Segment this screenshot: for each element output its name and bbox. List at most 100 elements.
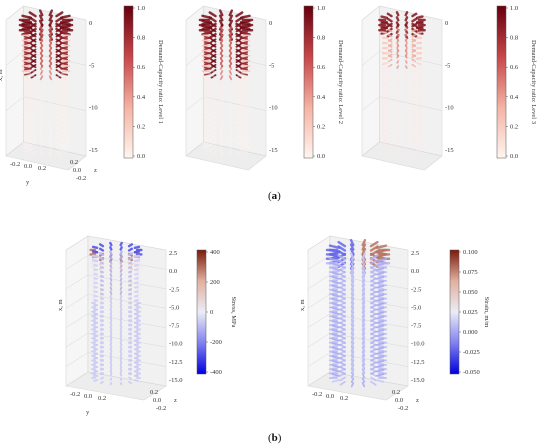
data-bar bbox=[128, 314, 132, 318]
data-bar bbox=[23, 87, 32, 91]
data-bar bbox=[370, 357, 377, 362]
data-bar bbox=[404, 95, 408, 100]
data-bar bbox=[235, 48, 242, 53]
data-bar bbox=[91, 250, 99, 254]
data-bar bbox=[350, 364, 355, 370]
data-bar bbox=[388, 69, 393, 73]
data-bar bbox=[416, 133, 422, 137]
data-bar bbox=[396, 27, 400, 32]
data-bar bbox=[339, 381, 346, 386]
data-bar bbox=[119, 330, 123, 335]
data-bar bbox=[100, 314, 104, 318]
data-bar bbox=[382, 46, 388, 50]
data-bar bbox=[369, 254, 379, 261]
data-bar bbox=[388, 39, 393, 43]
data-bar bbox=[39, 31, 44, 37]
data-bar bbox=[350, 298, 355, 304]
data-bar bbox=[109, 260, 113, 264]
data-bar bbox=[376, 267, 385, 271]
data-bar bbox=[109, 286, 113, 291]
y-tick-label: -0.2 bbox=[312, 391, 322, 398]
data-bar bbox=[55, 125, 62, 130]
data-bar bbox=[331, 360, 340, 364]
data-bar bbox=[55, 63, 62, 69]
data-bar bbox=[240, 103, 249, 107]
data-bar bbox=[203, 128, 212, 133]
data-bar bbox=[100, 261, 104, 265]
data-bar bbox=[416, 138, 422, 142]
data-bar bbox=[127, 251, 134, 257]
data-bar bbox=[109, 330, 113, 335]
data-bar bbox=[235, 89, 242, 94]
data-bar bbox=[235, 53, 242, 58]
data-bar bbox=[23, 56, 32, 60]
data-bar bbox=[134, 285, 139, 289]
data-bar bbox=[388, 64, 393, 69]
colorbar bbox=[449, 249, 460, 375]
data-bar bbox=[416, 72, 422, 76]
data-bar bbox=[60, 149, 69, 153]
data-bar bbox=[339, 286, 346, 292]
data-bar bbox=[382, 36, 388, 40]
data-bar bbox=[404, 146, 408, 151]
data-bar bbox=[240, 108, 249, 112]
data-bar bbox=[60, 112, 69, 117]
data-bar bbox=[416, 56, 422, 60]
data-bar bbox=[133, 258, 141, 263]
data-bar bbox=[339, 282, 346, 287]
data-bar bbox=[416, 98, 422, 101]
data-bar bbox=[134, 369, 139, 373]
z-axis-label: z bbox=[94, 167, 97, 174]
data-bar bbox=[28, 21, 37, 28]
data-bar bbox=[411, 64, 416, 69]
data-bar bbox=[228, 136, 233, 142]
y-tick-label: -0.2 bbox=[10, 161, 20, 168]
data-bar bbox=[361, 381, 366, 388]
data-bar bbox=[55, 109, 62, 115]
data-bar bbox=[382, 97, 388, 101]
x-tick-label: -15 bbox=[269, 147, 278, 154]
data-bar bbox=[376, 307, 385, 311]
data-bar bbox=[60, 117, 69, 122]
data-bar bbox=[331, 271, 340, 276]
data-bar bbox=[210, 94, 217, 100]
data-bar bbox=[28, 16, 37, 23]
data-bar bbox=[240, 123, 249, 127]
data-bar bbox=[100, 279, 104, 283]
data-bar bbox=[55, 84, 62, 89]
data-bar bbox=[404, 141, 408, 146]
data-bar bbox=[376, 298, 385, 302]
colorbar-tick-label: 1.0 bbox=[137, 5, 145, 12]
data-bar bbox=[119, 361, 123, 366]
data-bar bbox=[386, 22, 393, 28]
data-bar bbox=[60, 92, 69, 96]
data-bar bbox=[382, 31, 388, 35]
data-bar bbox=[404, 90, 408, 95]
data-bar bbox=[23, 138, 32, 142]
data-bar bbox=[100, 354, 104, 358]
panel-label-a: (a) bbox=[268, 190, 281, 202]
data-bar bbox=[119, 313, 123, 317]
data-bar bbox=[382, 82, 388, 86]
data-bar bbox=[404, 11, 409, 17]
data-bar bbox=[370, 260, 377, 265]
data-bar bbox=[100, 381, 104, 385]
colorbar-label: Demand-Capacity ratio: Level 2 bbox=[337, 40, 344, 124]
data-bar bbox=[55, 104, 62, 110]
data-bar bbox=[48, 62, 53, 68]
data-bar bbox=[350, 320, 355, 326]
data-bar bbox=[219, 151, 224, 158]
data-bar bbox=[30, 74, 37, 79]
colorbar-tick-label: 0 bbox=[210, 309, 213, 316]
data-bar bbox=[48, 113, 53, 119]
data-bar bbox=[134, 272, 139, 276]
data-bar bbox=[128, 296, 132, 300]
data-bar bbox=[219, 46, 224, 52]
data-bar bbox=[382, 92, 388, 96]
data-bar bbox=[203, 118, 212, 122]
data-bar bbox=[388, 79, 393, 83]
data-bar bbox=[228, 51, 233, 57]
data-bar bbox=[240, 98, 249, 102]
data-bar bbox=[382, 133, 388, 137]
